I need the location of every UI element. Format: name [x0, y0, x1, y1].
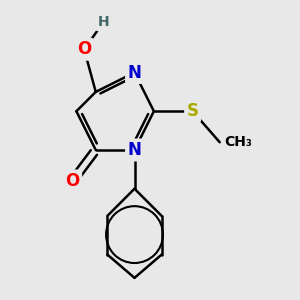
Text: H: H — [98, 15, 109, 29]
Text: N: N — [128, 141, 141, 159]
Text: N: N — [128, 64, 141, 82]
Text: CH₃: CH₃ — [224, 135, 252, 149]
Text: S: S — [187, 102, 199, 120]
Text: O: O — [77, 40, 91, 58]
Text: O: O — [65, 172, 80, 190]
